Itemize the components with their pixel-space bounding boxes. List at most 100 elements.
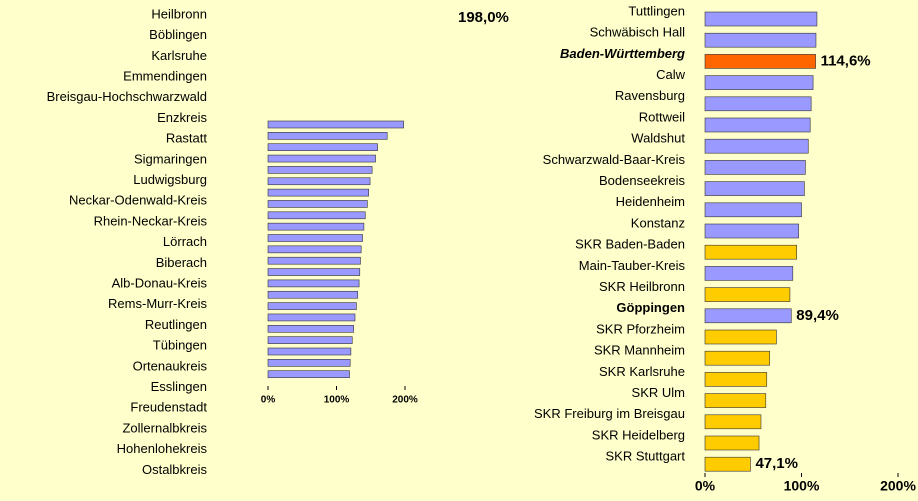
- bar: [704, 350, 770, 366]
- bar: [704, 223, 799, 239]
- bar: [267, 188, 369, 197]
- bar: [704, 54, 816, 69]
- bar: [704, 435, 760, 451]
- category-label: Rottweil: [639, 109, 685, 124]
- bar: [704, 75, 814, 90]
- category-label: Schwäbisch Hall: [590, 25, 685, 40]
- value-label: 47,1%: [755, 455, 798, 472]
- category-label: SKR Ulm: [632, 385, 685, 400]
- bar: [267, 154, 376, 163]
- category-label: SKR Heilbronn: [599, 279, 685, 294]
- category-label: SKR Baden-Baden: [575, 237, 685, 252]
- category-label: Ravensburg: [615, 88, 685, 103]
- bar: [267, 268, 361, 276]
- category-label: Heidenheim: [616, 194, 685, 209]
- value-label: 114,6%: [821, 52, 871, 69]
- bar: [267, 347, 352, 356]
- bar: [704, 393, 767, 408]
- category-label: Alb-Donau-Kreis: [112, 276, 208, 291]
- category-label: Konstanz: [631, 215, 685, 230]
- category-label: Heilbronn: [151, 6, 207, 21]
- bar: [267, 245, 362, 254]
- x-tick-label: 0%: [695, 478, 716, 494]
- bar: [267, 324, 354, 333]
- bar: [704, 181, 805, 196]
- bar: [704, 96, 812, 112]
- bar: [704, 287, 791, 302]
- category-label: Calw: [656, 67, 686, 82]
- bar: [704, 117, 811, 133]
- category-label: SKR Mannheim: [594, 343, 685, 358]
- bar: [267, 302, 357, 310]
- category-label: Hohenlohekreis: [117, 441, 208, 456]
- bar: [267, 370, 350, 379]
- bar: [267, 234, 363, 242]
- bar: [704, 160, 806, 175]
- bar: [267, 177, 371, 186]
- value-label: 198,0%: [458, 9, 509, 26]
- bar: [704, 456, 751, 472]
- category-label: Rhein-Neckar-Kreis: [94, 213, 208, 228]
- x-tick-label: 100%: [324, 395, 350, 406]
- x-tick-label: 200%: [392, 395, 418, 406]
- value-label: 89,4%: [796, 307, 839, 324]
- category-label: Reutlingen: [145, 317, 207, 332]
- category-label: Ludwigsburg: [133, 172, 207, 187]
- bar: [704, 329, 777, 345]
- bar: [704, 414, 762, 430]
- bar: [704, 372, 768, 387]
- bar: [704, 244, 797, 260]
- category-label: SKR Karlsruhe: [599, 364, 685, 379]
- category-label: Ostalbkreis: [142, 462, 208, 477]
- category-label: SKR Stuttgart: [606, 449, 686, 464]
- bar: [267, 166, 373, 174]
- bar: [267, 336, 353, 344]
- category-label: Waldshut: [631, 131, 685, 146]
- bar: [267, 359, 351, 367]
- bar: [704, 308, 792, 324]
- bar: [267, 222, 365, 231]
- bar: [267, 279, 360, 288]
- category-label: Freudenstadt: [130, 400, 207, 415]
- category-label: Baden-Württemberg: [560, 46, 685, 61]
- category-label: Zollernalbkreis: [122, 420, 207, 435]
- bar: [267, 290, 359, 299]
- category-label: Tübingen: [153, 338, 207, 353]
- category-label: Schwarzwald-Baar-Kreis: [543, 152, 686, 167]
- category-label: Lörrach: [163, 234, 207, 249]
- bar: [267, 143, 378, 151]
- category-label: Rems-Murr-Kreis: [108, 296, 207, 311]
- category-label: Neckar-Odenwald-Kreis: [69, 193, 207, 208]
- bar: [267, 256, 361, 265]
- category-label: SKR Freiburg im Breisgau: [534, 406, 685, 421]
- x-tick-label: 0%: [261, 395, 276, 406]
- bar: [704, 202, 802, 218]
- bar: [267, 200, 368, 208]
- category-label: Böblingen: [149, 27, 207, 42]
- category-label: Emmendingen: [123, 69, 207, 84]
- x-tick-label: 200%: [880, 478, 916, 494]
- bar: [267, 211, 366, 220]
- category-label: Göppingen: [616, 300, 685, 315]
- x-tick-label: 100%: [784, 478, 820, 494]
- category-label: Karlsruhe: [151, 48, 207, 63]
- category-label: SKR Pforzheim: [596, 321, 685, 336]
- category-label: Breisgau-Hochschwarzwald: [47, 89, 207, 104]
- category-label: Biberach: [156, 255, 207, 270]
- bar: [267, 313, 356, 322]
- category-label: SKR Heidelberg: [592, 427, 685, 442]
- bar: [267, 120, 404, 129]
- bar: [704, 266, 794, 281]
- bar: [704, 32, 817, 48]
- category-label: Main-Tauber-Kreis: [579, 258, 686, 273]
- category-label: Bodenseekreis: [599, 173, 685, 188]
- category-label: Tuttlingen: [628, 3, 685, 18]
- category-label: Enzkreis: [157, 110, 207, 125]
- category-label: Sigmaringen: [134, 151, 207, 166]
- bar: [704, 138, 809, 154]
- category-label: Ortenaukreis: [133, 358, 208, 373]
- category-label: Esslingen: [151, 379, 207, 394]
- category-label: Rastatt: [166, 131, 208, 146]
